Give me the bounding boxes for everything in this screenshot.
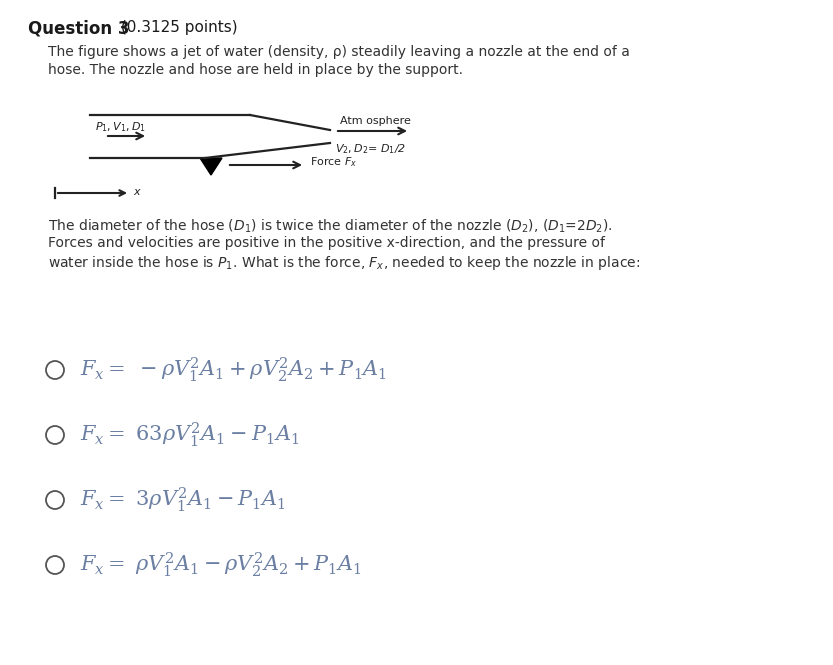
Text: hose. The nozzle and hose are held in place by the support.: hose. The nozzle and hose are held in pl… xyxy=(48,63,463,77)
Polygon shape xyxy=(200,158,222,175)
Text: $F_x = \ 63\rho V_1^2 A_1 - P_1 A_1$: $F_x = \ 63\rho V_1^2 A_1 - P_1 A_1$ xyxy=(80,421,299,450)
Text: Force $F_x$: Force $F_x$ xyxy=(310,155,357,169)
Text: The figure shows a jet of water (density, ρ) steadily leaving a nozzle at the en: The figure shows a jet of water (density… xyxy=(48,45,630,59)
Text: The diameter of the hose ($D_1$) is twice the diameter of the nozzle ($D_2$), ($: The diameter of the hose ($D_1$) is twic… xyxy=(48,218,613,235)
Text: $F_x = \ -\rho V_1^2 A_1 + \rho V_2^2 A_2 + P_1 A_1$: $F_x = \ -\rho V_1^2 A_1 + \rho V_2^2 A_… xyxy=(80,356,387,384)
Text: Atm osphere: Atm osphere xyxy=(340,116,411,126)
Text: $F_x = \ 3\rho V_1^2 A_1 - P_1 A_1$: $F_x = \ 3\rho V_1^2 A_1 - P_1 A_1$ xyxy=(80,485,286,514)
Text: $F_x = \ \rho V_1^2 A_1 - \rho V_2^2 A_2 + P_1 A_1$: $F_x = \ \rho V_1^2 A_1 - \rho V_2^2 A_2… xyxy=(80,551,362,579)
Text: $V_2, D_2$= $D_1$/2: $V_2, D_2$= $D_1$/2 xyxy=(335,142,406,156)
Text: $x$: $x$ xyxy=(133,187,142,197)
Text: Forces and velocities are positive in the positive x-direction, and the pressure: Forces and velocities are positive in th… xyxy=(48,236,605,250)
Text: Question 3: Question 3 xyxy=(28,20,129,38)
Text: $P_1, V_1, D_1$: $P_1, V_1, D_1$ xyxy=(95,120,146,134)
Text: water inside the hose is $P_1$. What is the force, $F_x$, needed to keep the noz: water inside the hose is $P_1$. What is … xyxy=(48,254,641,272)
Text: (0.3125 points): (0.3125 points) xyxy=(116,20,237,35)
